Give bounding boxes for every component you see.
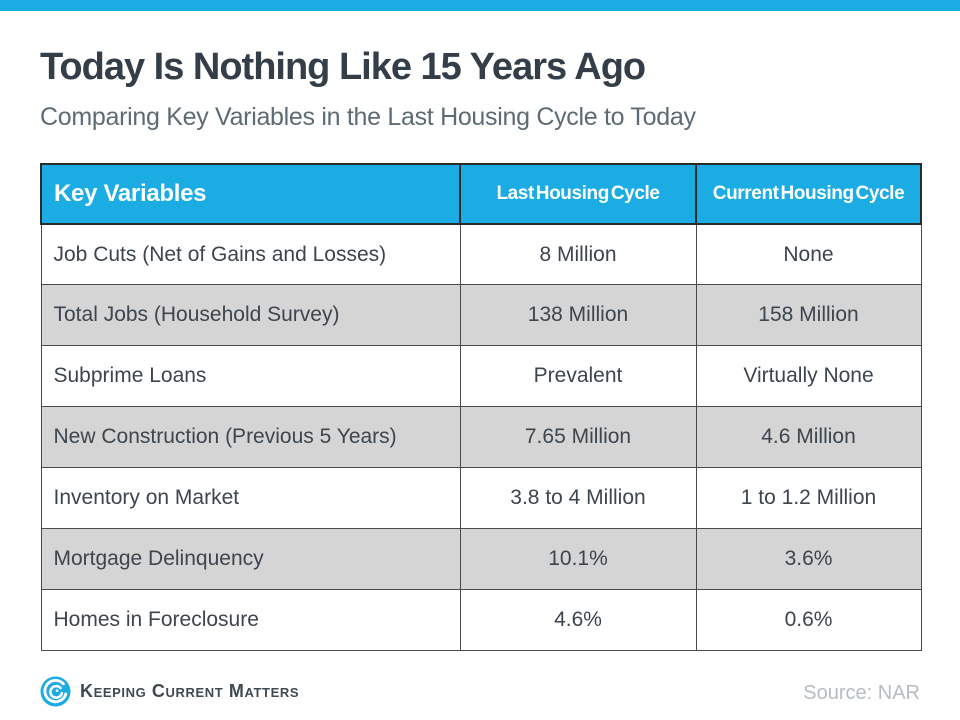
current-cycle-value: Virtually None (695, 345, 922, 408)
last-cycle-value: 10.1% (459, 528, 697, 591)
table-row: Homes in Foreclosure 4.6% 0.6% (40, 589, 922, 652)
table-row: Mortgage Delinquency 10.1% 3.6% (40, 528, 922, 591)
slide-footer: Keeping Current Matters Source: NAR (40, 676, 920, 707)
page-subtitle: Comparing Key Variables in the Last Hous… (40, 102, 696, 131)
table-row: Job Cuts (Net of Gains and Losses) 8 Mil… (40, 223, 922, 286)
current-cycle-value: 158 Million (695, 284, 922, 347)
row-label: Mortgage Delinquency (40, 528, 461, 591)
current-cycle-value: None (695, 223, 922, 286)
slide-content: Today Is Nothing Like 15 Years Ago Compa… (40, 46, 922, 652)
row-label: Inventory on Market (40, 467, 461, 530)
row-label: New Construction (Previous 5 Years) (40, 406, 461, 469)
comparison-table: Key Variables Last Housing Cycle Current… (40, 162, 922, 652)
row-label: Total Jobs (Household Survey) (40, 284, 461, 347)
last-cycle-value: 8 Million (459, 223, 697, 286)
current-cycle-value: 0.6% (695, 589, 922, 652)
logo-text: Keeping Current Matters (80, 681, 300, 701)
column-header-current-housing-cycle: Current Housing Cycle (695, 162, 922, 225)
table-row: Total Jobs (Household Survey) 138 Millio… (40, 284, 922, 347)
last-cycle-value: 138 Million (459, 284, 697, 347)
table-row: New Construction (Previous 5 Years) 7.65… (40, 406, 922, 469)
table-row: Subprime Loans Prevalent Virtually None (40, 345, 922, 408)
top-accent-bar (0, 0, 960, 11)
page-title: Today Is Nothing Like 15 Years Ago (40, 46, 646, 88)
last-cycle-value: Prevalent (459, 345, 697, 408)
last-cycle-value: 7.65 Million (459, 406, 697, 469)
last-cycle-value: 4.6% (459, 589, 697, 652)
row-label: Subprime Loans (40, 345, 461, 408)
swirl-icon (40, 676, 71, 707)
current-cycle-value: 4.6 Million (695, 406, 922, 469)
column-header-last-housing-cycle: Last Housing Cycle (459, 162, 697, 225)
current-cycle-value: 1 to 1.2 Million (695, 467, 922, 530)
source-attribution: Source: NAR (803, 682, 920, 704)
row-label: Job Cuts (Net of Gains and Losses) (40, 223, 461, 286)
last-cycle-value: 3.8 to 4 Million (459, 467, 697, 530)
kcm-logo: Keeping Current Matters (40, 676, 299, 707)
row-label: Homes in Foreclosure (40, 589, 461, 652)
table-row: Inventory on Market 3.8 to 4 Million 1 t… (40, 467, 922, 530)
column-header-key-variables: Key Variables (40, 162, 461, 225)
table-header-row: Key Variables Last Housing Cycle Current… (40, 162, 922, 225)
current-cycle-value: 3.6% (695, 528, 922, 591)
